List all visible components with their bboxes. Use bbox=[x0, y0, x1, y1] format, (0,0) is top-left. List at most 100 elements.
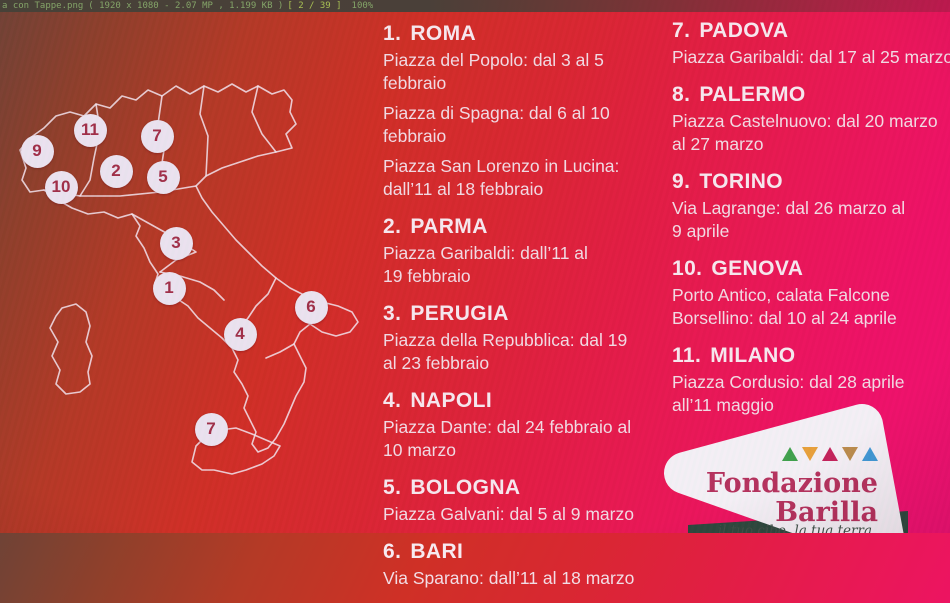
image-viewer-titlebar: a con Tappe.png ( 1920 x 1080 - 2.07 MP ,… bbox=[0, 0, 950, 12]
fondazione-barilla-logo: Fondazione Barilla il tuo cibo, la tua t… bbox=[664, 404, 908, 533]
marker-number: 5 bbox=[158, 167, 168, 186]
schedule-entry-parma: 2. PARMA Piazza Garibaldi: dall’11 al 19 f… bbox=[383, 214, 669, 288]
marker-number: 11 bbox=[81, 120, 99, 139]
schedule-entry-torino: 9. TORINO Via Lagrange: dal 26 marzo al 9 … bbox=[672, 169, 950, 243]
city-name: PERUGIA bbox=[410, 302, 509, 325]
city-name: ROMA bbox=[410, 22, 477, 45]
city-number: 8. bbox=[672, 83, 691, 106]
venue-line: Piazza Dante: dal 24 febbraio al bbox=[383, 417, 632, 437]
venue-line: Piazza del Popolo: dal 3 al 5 bbox=[383, 50, 604, 70]
venue-dates: Piazza di Spagna: dal 6 al 10 febbraio bbox=[383, 102, 669, 148]
map-marker-perugia: 3 bbox=[159, 226, 193, 260]
city-number: 5. bbox=[383, 476, 402, 499]
venue-line: Piazza della Repubblica: dal 19 bbox=[383, 330, 628, 350]
city-name: GENOVA bbox=[711, 257, 804, 280]
city-name: PARMA bbox=[410, 215, 488, 238]
city-name: BARI bbox=[410, 540, 464, 563]
venue-line: 9 aprile bbox=[672, 221, 730, 241]
venue-line: Piazza Garibaldi: dall’11 al bbox=[383, 243, 588, 263]
city-number: 3. bbox=[383, 302, 402, 325]
map-marker-genova: 10 bbox=[44, 170, 78, 204]
venue-line: Via Sparano: dall’11 al 18 marzo bbox=[383, 568, 635, 588]
city-header: 9. TORINO bbox=[672, 169, 950, 195]
schedule-entry-bari: 6. BARI Via Sparano: dall’11 al 18 marzo bbox=[383, 539, 669, 590]
venue-line: al 27 marzo bbox=[672, 134, 764, 154]
venue-dates: Piazza Galvani: dal 5 al 9 marzo bbox=[383, 503, 669, 526]
venue-dates: Piazza Dante: dal 24 febbraio al 10 marzo bbox=[383, 416, 669, 462]
marker-number: 4 bbox=[235, 324, 245, 343]
city-name: BOLOGNA bbox=[410, 476, 521, 499]
region-border bbox=[199, 85, 209, 177]
map-marker-napoli: 4 bbox=[223, 317, 257, 351]
schedule-entry-milano: 11. MILANO Piazza Cordusio: dal 28 aprile… bbox=[672, 343, 950, 417]
schedule-entry-roma: 1. ROMA Piazza del Popolo: dal 3 al 5 febb… bbox=[383, 21, 669, 201]
venue-line: Piazza Castelnuovo: dal 20 marzo bbox=[672, 111, 938, 131]
marker-number: 10 bbox=[51, 177, 71, 196]
map-marker-bari: 6 bbox=[294, 290, 328, 324]
marker-number: 7 bbox=[206, 419, 216, 438]
sardinia-outline bbox=[49, 303, 93, 395]
venue-dates: Piazza della Repubblica: dal 19 al 23 feb… bbox=[383, 329, 669, 375]
city-header: 11. MILANO bbox=[672, 343, 950, 369]
schedule-entry-perugia: 3. PERUGIA Piazza della Repubblica: dal 1… bbox=[383, 301, 669, 375]
city-number: 4. bbox=[383, 389, 402, 412]
city-number: 7. bbox=[672, 19, 691, 42]
city-header: 8. PALERMO bbox=[672, 82, 950, 108]
city-header: 7. PADOVA bbox=[672, 18, 950, 44]
venue-line: febbraio bbox=[383, 126, 447, 146]
venue-dates: Piazza Cordusio: dal 28 aprile all’11 mag… bbox=[672, 371, 950, 417]
marker-number: 9 bbox=[32, 141, 42, 160]
city-number: 10. bbox=[672, 257, 703, 280]
titlebar-file-info: ( 1920 x 1080 - 2.07 MP , 1.199 KB ) bbox=[88, 1, 284, 11]
triangle-down-icon bbox=[842, 447, 858, 461]
city-header: 6. BARI bbox=[383, 539, 669, 565]
schedule-entry-genova: 10. GENOVA Porto Antico, calata Falcone Bo… bbox=[672, 256, 950, 330]
venue-line: al 23 febbraio bbox=[383, 353, 490, 373]
city-header: 2. PARMA bbox=[383, 214, 669, 240]
venue-line: Via Lagrange: dal 26 marzo al bbox=[672, 198, 906, 218]
venue-dates: Via Sparano: dall’11 al 18 marzo bbox=[383, 567, 669, 590]
schedule-column-2: 7. PADOVA Piazza Garibaldi: dal 17 al 25 … bbox=[672, 18, 950, 430]
city-header: 3. PERUGIA bbox=[383, 301, 669, 327]
venue-dates: Piazza del Popolo: dal 3 al 5 febbraio bbox=[383, 49, 669, 95]
map-marker-palermo: 7 bbox=[194, 412, 228, 446]
schedule-entry-palermo: 8. PALERMO Piazza Castelnuovo: dal 20 mar… bbox=[672, 82, 950, 156]
venue-line: Borsellino: dal 10 al 24 aprile bbox=[672, 308, 897, 328]
city-name: PALERMO bbox=[699, 83, 806, 106]
city-number: 9. bbox=[672, 170, 691, 193]
venue-line: Piazza Galvani: dal 5 al 9 marzo bbox=[383, 504, 634, 524]
city-name: PADOVA bbox=[699, 19, 789, 42]
venue-dates: Piazza Castelnuovo: dal 20 marzo al 27 ma… bbox=[672, 110, 950, 156]
schedule-entry-bologna: 5. BOLOGNA Piazza Galvani: dal 5 al 9 mar… bbox=[383, 475, 669, 526]
titlebar-filename: a con Tappe.png bbox=[2, 1, 84, 11]
city-name: TORINO bbox=[699, 170, 784, 193]
venue-dates: Piazza Garibaldi: dall’11 al 19 febbraio bbox=[383, 242, 669, 288]
venue-dates: Porto Antico, calata Falcone Borsellino: … bbox=[672, 284, 950, 330]
map-marker-parma: 2 bbox=[99, 154, 133, 188]
marker-number: 7 bbox=[152, 126, 162, 145]
venue-line: Piazza Garibaldi: dal 17 al 25 marzo bbox=[672, 47, 950, 67]
marker-number: 6 bbox=[306, 297, 316, 316]
italy-mainland-outline bbox=[19, 83, 359, 453]
city-header: 10. GENOVA bbox=[672, 256, 950, 282]
city-header: 1. ROMA bbox=[383, 21, 669, 47]
venue-line: Piazza di Spagna: dal 6 al 10 bbox=[383, 103, 610, 123]
map-marker-bologna: 5 bbox=[146, 160, 180, 194]
city-number: 6. bbox=[383, 540, 402, 563]
schedule-entry-padova: 7. PADOVA Piazza Garibaldi: dal 17 al 25 … bbox=[672, 18, 950, 69]
logo-triangles bbox=[782, 447, 878, 461]
venue-dates: Piazza Garibaldi: dal 17 al 25 marzo bbox=[672, 46, 950, 69]
venue-line: Piazza Cordusio: dal 28 aprile bbox=[672, 372, 905, 392]
map-marker-roma: 1 bbox=[152, 271, 186, 305]
venue-line: febbraio bbox=[383, 73, 447, 93]
triangle-down-icon bbox=[802, 447, 818, 461]
region-border bbox=[265, 343, 295, 359]
marker-number: 2 bbox=[111, 161, 121, 180]
venue-dates: Via Lagrange: dal 26 marzo al 9 aprile bbox=[672, 197, 950, 243]
marker-number: 3 bbox=[171, 233, 181, 252]
titlebar-position-counter: [ 2 / 39 ] bbox=[287, 1, 342, 11]
italy-map bbox=[19, 83, 359, 475]
venue-line: Piazza San Lorenzo in Lucina: bbox=[383, 156, 620, 176]
map-marker-milano: 11 bbox=[73, 113, 107, 147]
titlebar-zoom-level: 100% bbox=[351, 1, 374, 11]
